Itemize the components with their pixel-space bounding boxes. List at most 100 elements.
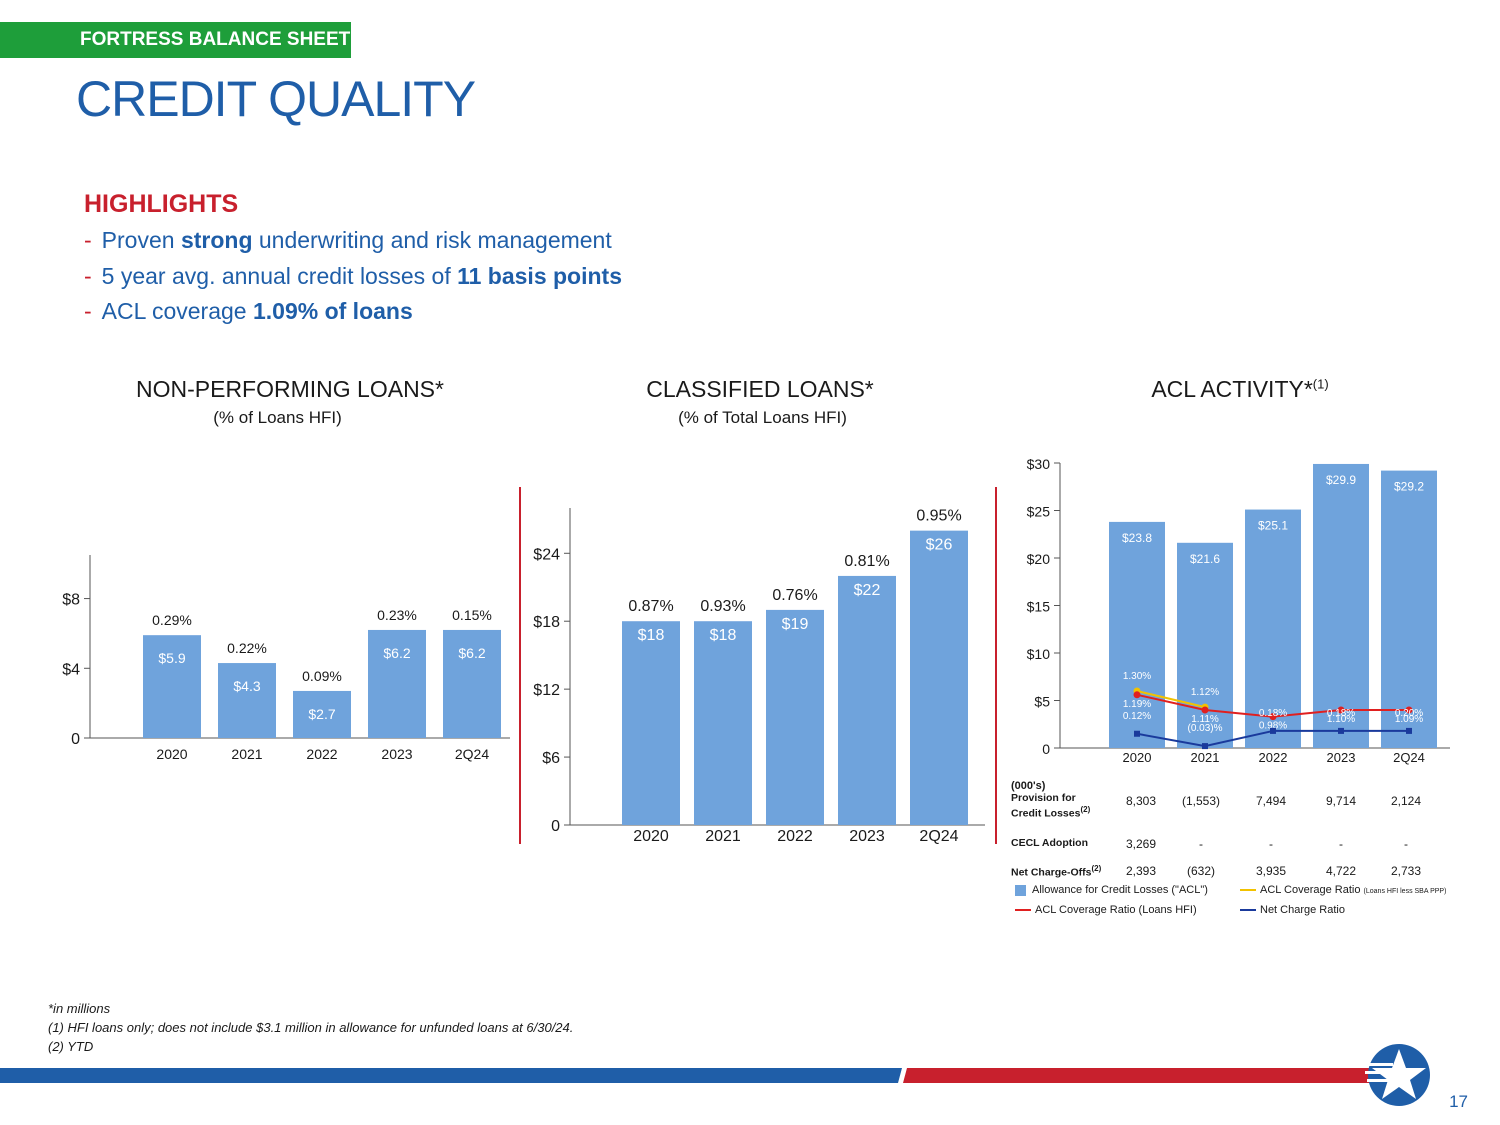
bar-value-label: $19 <box>782 616 809 633</box>
x-category-label: 2021 <box>1191 750 1220 765</box>
bar <box>1177 542 1233 748</box>
highlight-bold: 11 basis points <box>457 263 622 289</box>
y-tick-label: 0 <box>551 818 560 835</box>
acl-legend: Allowance for Credit Losses ("ACL") ACL … <box>1015 884 1475 924</box>
acl-table-row: CECL Adoption 3,269 - - - - <box>1011 837 1471 861</box>
acl-table: (000's) Provision for Credit Losses(2) 8… <box>1011 780 1471 888</box>
legend-item: Net Charge Ratio <box>1240 904 1345 916</box>
series-point-label: 0.12% <box>1123 711 1151 722</box>
highlight-item: - ACL coverage 1.09% of loans <box>84 298 413 325</box>
bar <box>1313 463 1369 748</box>
bar <box>293 690 351 738</box>
legend-item: ACL Coverage Ratio (Loans HFI less SBA P… <box>1240 884 1446 896</box>
bar-percent-label: 0.76% <box>772 587 817 604</box>
page-number: 17 <box>1449 1092 1468 1111</box>
npl-chart-title: NON-PERFORMING LOANS* <box>136 376 444 402</box>
series-marker <box>1270 727 1276 734</box>
series-point-label: 1.19% <box>1123 699 1151 710</box>
x-category-label: 2020 <box>633 828 669 845</box>
acl-cell: 2,124 <box>1390 794 1422 808</box>
bullet-dash: - <box>84 263 92 289</box>
npl-chart-subtitle: (% of Loans HFI) <box>213 408 342 427</box>
acl-cell: 2,733 <box>1390 864 1422 878</box>
footer-stripe <box>0 1068 1380 1083</box>
series-marker <box>1134 730 1140 737</box>
series-point-label: 1.09% <box>1395 714 1423 725</box>
y-tick-label: $15 <box>1027 599 1051 615</box>
chart-separator <box>519 487 521 844</box>
bar-value-label: $2.7 <box>308 706 335 722</box>
legend-item: ACL Coverage Ratio (Loans HFI) <box>1015 904 1197 916</box>
y-tick-label: $30 <box>1027 456 1051 472</box>
x-category-label: 2022 <box>306 746 337 762</box>
bar-percent-label: 0.15% <box>452 607 492 623</box>
legend-item: Allowance for Credit Losses ("ACL") <box>1015 884 1208 896</box>
acl-chart: 0 $5 $10 $15 $20 $25 $30 $23.8 2020 $21.6 2021 $25.… <box>1027 456 1450 765</box>
y-tick-label: $6 <box>542 750 560 767</box>
acl-title-text: ACL ACTIVITY* <box>1151 376 1313 402</box>
bar-value-label: $23.8 <box>1122 531 1152 545</box>
y-tick-label: $25 <box>1027 504 1051 520</box>
bar-value-label: $25.1 <box>1258 519 1288 533</box>
y-tick-label: 0 <box>71 731 80 748</box>
y-tick-label: $20 <box>1027 551 1051 567</box>
acl-title-footnote: (1) <box>1312 376 1329 392</box>
y-tick-label: $18 <box>533 614 560 631</box>
highlight-bold: 1.09% of loans <box>252 298 413 324</box>
series-point-label: (0.03)% <box>1187 723 1222 734</box>
bullet-dash: - <box>84 227 92 253</box>
series-marker <box>1405 706 1413 714</box>
footnote: (1) HFI loans only; does not include $3.… <box>48 1020 574 1035</box>
legend-line-swatch <box>1015 909 1031 912</box>
acl-cell: 8,303 <box>1125 794 1157 808</box>
bar <box>910 530 968 825</box>
footnote: (2) YTD <box>48 1039 94 1054</box>
series-marker <box>1406 727 1412 734</box>
legend-line-swatch <box>1240 889 1256 892</box>
acl-cell: 2,393 <box>1125 864 1157 878</box>
highlight-text: Proven <box>101 227 181 253</box>
bar-value-label: $4.3 <box>233 678 260 694</box>
bar <box>622 621 680 825</box>
acl-chart-title: ACL ACTIVITY*(1) <box>1040 376 1440 403</box>
series-marker <box>1201 706 1209 714</box>
highlight-item: -5 year avg. annual credit losses of 11 … <box>84 263 622 290</box>
legend-line-swatch <box>1240 909 1256 912</box>
x-category-label: 2023 <box>849 828 885 845</box>
x-category-label: 2021 <box>231 746 262 762</box>
bar-percent-label: 0.23% <box>377 607 417 623</box>
section-tag: FORTRESS BALANCE SHEET <box>0 22 351 58</box>
highlight-text: underwriting and risk management <box>252 227 612 253</box>
bar-value-label: $18 <box>710 627 737 644</box>
series-marker <box>1202 743 1208 750</box>
acl-cell: 3,935 <box>1255 864 1287 878</box>
bar-percent-label: 0.95% <box>916 508 961 525</box>
bar <box>218 663 276 738</box>
acl-row-label: Provision for Credit Losses(2) <box>1011 792 1091 820</box>
x-category-label: 2Q24 <box>919 828 958 845</box>
classified-chart-subtitle: (% of Total Loans HFI) <box>678 408 847 427</box>
x-category-label: 2Q24 <box>455 746 489 762</box>
acl-cell: (632) <box>1186 864 1215 878</box>
acl-table-row: Net Charge-Offs(2) 2,393 (632) 3,935 4,7… <box>1011 864 1471 888</box>
series-marker <box>1133 691 1141 699</box>
y-tick-label: $5 <box>1034 694 1050 710</box>
bar <box>766 609 824 825</box>
bar-percent-label: 0.93% <box>700 598 745 615</box>
bar <box>1245 509 1301 748</box>
x-category-label: 2020 <box>1123 750 1152 765</box>
bar-value-label: $29.9 <box>1326 473 1356 487</box>
series-point-label: 1.30% <box>1123 671 1151 682</box>
y-tick-label: $24 <box>533 546 560 563</box>
bar-percent-label: 0.09% <box>302 668 342 684</box>
x-category-label: 2Q24 <box>1393 750 1425 765</box>
acl-cell: 9,714 <box>1325 794 1357 808</box>
bar-percent-label: 0.87% <box>628 598 673 615</box>
acl-cell: 3,269 <box>1125 837 1157 851</box>
bar-value-label: $6.2 <box>458 645 485 661</box>
bar-value-label: $6.2 <box>383 645 410 661</box>
acl-cell: 7,494 <box>1255 794 1287 808</box>
series-point-label: 0.18% <box>1327 708 1355 719</box>
acl-cell: - <box>1339 837 1343 851</box>
series-point-label: 0.18% <box>1259 708 1287 719</box>
